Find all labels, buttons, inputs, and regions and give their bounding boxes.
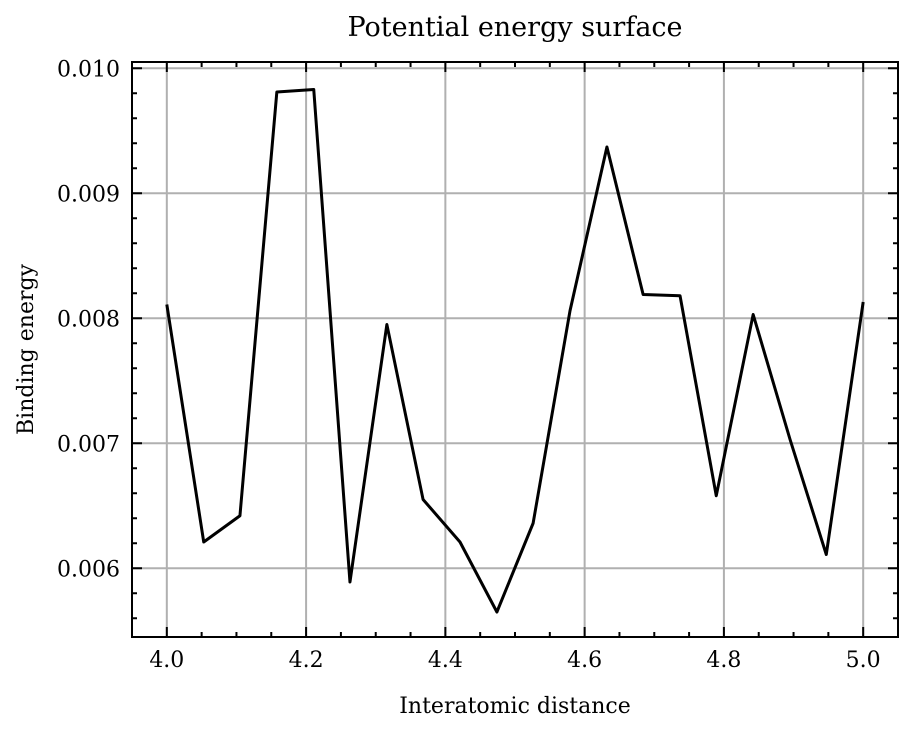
y-axis-label: Binding energy: [14, 263, 39, 435]
x-tick-label-5: 5.0: [846, 648, 881, 673]
y-tick-label-1: 0.007: [57, 432, 120, 457]
y-tick-label-4: 0.010: [57, 57, 120, 82]
x-tick-label-1: 4.2: [289, 648, 324, 673]
x-tick-label-0: 4.0: [149, 648, 184, 673]
x-axis-label: Interatomic distance: [399, 694, 631, 719]
series-layer: [165, 88, 865, 614]
y-tick-label-2: 0.008: [57, 307, 120, 332]
grid-lines: [132, 62, 898, 637]
chart-title: Potential energy surface: [347, 12, 682, 43]
x-tick-label-2: 4.4: [428, 648, 463, 673]
tick-labels: 4.0 4.2 4.4 4.6 4.8 5.0 0.006 0.007 0.008 0.009 0.…: [57, 57, 881, 673]
axis-ticks: [131, 62, 899, 637]
series-line-0: [165, 88, 865, 614]
x-tick-label-3: 4.6: [567, 648, 602, 673]
x-tick-label-4: 4.8: [706, 648, 741, 673]
y-tick-label-0: 0.006: [57, 557, 120, 582]
y-tick-label-3: 0.009: [57, 182, 120, 207]
